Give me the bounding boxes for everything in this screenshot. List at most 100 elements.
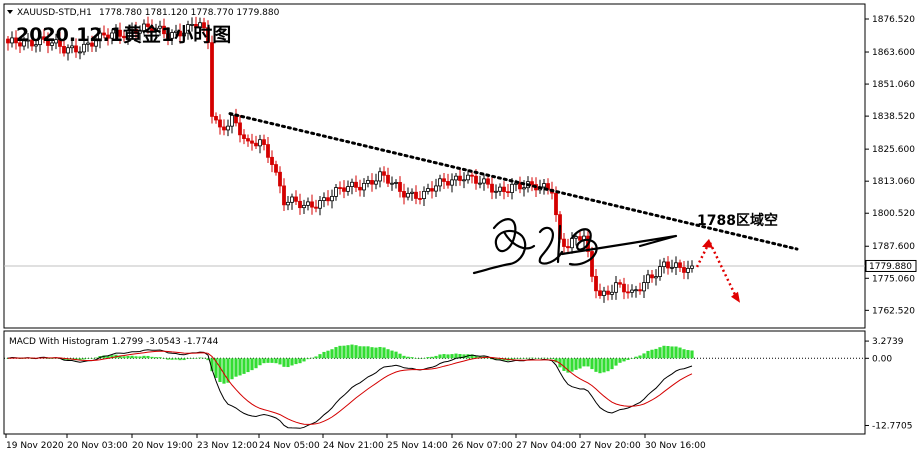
- macd-histogram-bar: [546, 358, 550, 359]
- macd-histogram-bar: [170, 358, 174, 360]
- macd-histogram-bar: [390, 350, 394, 359]
- macd-histogram-bar: [190, 358, 194, 359]
- candle-body: [482, 178, 486, 184]
- candle-body: [410, 191, 414, 194]
- candle-body: [402, 191, 406, 198]
- macd-histogram-bar: [122, 356, 126, 359]
- macd-histogram-bar: [550, 358, 554, 360]
- macd-histogram-bar: [582, 358, 586, 367]
- macd-histogram-bar: [658, 347, 662, 359]
- macd-histogram-bar: [410, 357, 414, 359]
- macd-histogram-bar: [230, 358, 234, 380]
- candle-body: [210, 42, 214, 117]
- candle-body: [666, 261, 670, 269]
- macd-histogram-bar: [386, 349, 390, 359]
- symbol-menu-icon[interactable]: [7, 10, 13, 14]
- macd-histogram-bar: [586, 358, 590, 367]
- candle-body: [42, 36, 46, 40]
- macd-histogram-bar: [250, 358, 254, 371]
- macd-histogram-bar: [298, 358, 302, 364]
- candle-body: [282, 185, 286, 206]
- candle-body: [138, 30, 142, 34]
- candle-body: [458, 175, 462, 181]
- candle-body: [258, 139, 262, 147]
- candle-body: [438, 178, 442, 187]
- candle-body: [406, 192, 410, 198]
- candle-body: [422, 190, 426, 199]
- candle-body: [590, 251, 594, 277]
- macd-histogram-bar: [6, 358, 10, 359]
- macd-histogram-bar: [186, 358, 190, 359]
- candle-body: [390, 182, 394, 185]
- candle-body: [478, 182, 482, 185]
- macd-histogram-bar: [226, 358, 230, 383]
- candle-body: [46, 38, 50, 46]
- candle-body: [394, 182, 398, 184]
- candle-body: [14, 37, 18, 44]
- candle-body: [90, 42, 94, 47]
- time-tick-label: 23 Nov 12:00: [197, 441, 258, 451]
- candle-body: [166, 33, 170, 39]
- macd-histogram-bar: [514, 358, 518, 359]
- macd-histogram-bar: [398, 353, 402, 359]
- target-annotation: 1788区域空: [697, 212, 778, 229]
- candle-body: [522, 187, 526, 190]
- macd-histogram-bar: [378, 346, 382, 359]
- candle-body: [370, 180, 374, 185]
- macd-histogram-bar: [486, 357, 490, 359]
- macd-histogram-bar: [686, 350, 690, 359]
- candle-body: [354, 181, 358, 188]
- time-tick-label: 19 Nov 2020: [6, 441, 64, 451]
- candle-body: [510, 183, 514, 193]
- candle-body: [462, 179, 466, 182]
- macd-histogram-bar: [222, 358, 226, 384]
- candle-body: [398, 182, 402, 192]
- candle-body: [162, 25, 166, 35]
- candle-body: [682, 267, 686, 273]
- macd-histogram-bar: [318, 354, 322, 359]
- candle-body: [66, 47, 70, 54]
- macd-histogram-bar: [414, 358, 418, 359]
- macd-histogram-bar: [626, 358, 630, 360]
- macd-histogram-bar: [610, 358, 614, 370]
- candle-body: [642, 282, 646, 292]
- macd-histogram-bar: [346, 345, 350, 359]
- time-tick-label: 30 Nov 16:00: [645, 441, 706, 451]
- macd-histogram-bar: [362, 346, 366, 359]
- candle-body: [122, 35, 126, 39]
- candle-body: [78, 51, 82, 54]
- macd-histogram-bar: [158, 357, 162, 359]
- macd-histogram-bar: [322, 351, 326, 359]
- candle-body: [126, 30, 130, 39]
- macd-histogram-bar: [182, 358, 186, 361]
- candle-body: [150, 26, 154, 32]
- price-tick-label: 1762.520: [872, 306, 915, 316]
- macd-histogram-bar: [62, 358, 66, 361]
- macd-histogram-bar: [634, 356, 638, 359]
- macd-histogram-bar: [210, 358, 214, 372]
- candle-body: [434, 185, 438, 192]
- candle-body: [58, 39, 62, 47]
- macd-histogram-bar: [274, 358, 278, 364]
- macd-histogram-bar: [670, 346, 674, 359]
- macd-histogram-bar: [426, 357, 430, 359]
- macd-histogram-bar: [50, 358, 54, 359]
- candle-body: [674, 262, 678, 268]
- candle-body: [318, 200, 322, 209]
- macd-histogram-bar: [646, 350, 650, 359]
- candle-body: [314, 206, 318, 209]
- price-tick-label: 1876.520: [872, 15, 915, 25]
- macd-panel-frame: [3, 330, 866, 435]
- candle-body: [646, 274, 650, 283]
- candle-body: [158, 25, 162, 29]
- macd-histogram-bar: [242, 358, 246, 374]
- macd-histogram-bar: [498, 358, 502, 360]
- time-tick-label: 20 Nov 19:00: [132, 441, 193, 451]
- candle-body: [254, 142, 258, 147]
- macd-histogram-bar: [354, 345, 358, 359]
- candle-body: [634, 289, 638, 292]
- macd-line: [7, 349, 693, 429]
- candle-body: [10, 37, 14, 44]
- macd-histogram-bar: [294, 358, 298, 365]
- macd-histogram-bar: [690, 350, 694, 359]
